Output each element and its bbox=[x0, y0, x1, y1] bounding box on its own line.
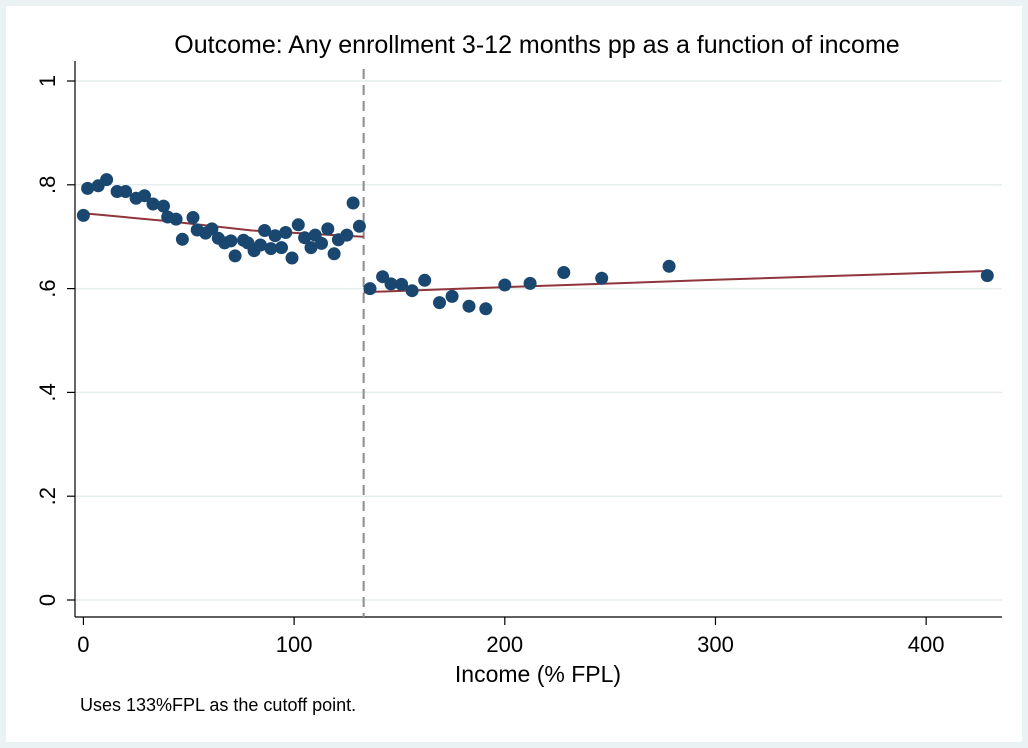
data-point bbox=[462, 299, 476, 313]
chart-note: Uses 133%FPL as the cutoff point. bbox=[80, 695, 356, 715]
y-tick-label: .8 bbox=[35, 176, 60, 194]
data-point bbox=[384, 277, 398, 291]
data-point bbox=[395, 277, 409, 291]
data-point bbox=[146, 197, 160, 211]
data-point bbox=[595, 271, 609, 285]
data-point bbox=[315, 236, 328, 250]
data-point bbox=[169, 212, 183, 226]
data-point bbox=[138, 189, 151, 203]
scatter-chart: Outcome: Any enrollment 3-12 months pp a… bbox=[35, 31, 1002, 715]
data-point bbox=[258, 224, 272, 237]
data-point bbox=[157, 199, 170, 213]
x-tick-label: 100 bbox=[276, 632, 313, 657]
data-point bbox=[340, 228, 354, 242]
axes bbox=[74, 61, 1002, 618]
data-point bbox=[228, 249, 242, 263]
y-tick-label: 1 bbox=[35, 75, 60, 87]
data-point bbox=[557, 266, 571, 279]
data-point bbox=[418, 273, 432, 287]
data-point bbox=[321, 222, 335, 236]
data-point bbox=[100, 173, 114, 187]
data-point bbox=[327, 247, 341, 261]
data-point bbox=[291, 218, 305, 232]
data-point bbox=[405, 284, 419, 298]
data-point bbox=[264, 242, 278, 256]
data-point bbox=[175, 232, 189, 246]
x-tick-label: 0 bbox=[77, 632, 89, 657]
y-tick-label: 0 bbox=[35, 594, 60, 606]
fit-line bbox=[83, 212, 364, 238]
data-point bbox=[275, 241, 288, 255]
y-tick-label: .6 bbox=[35, 279, 60, 297]
data-point bbox=[346, 196, 360, 210]
data-point bbox=[253, 238, 267, 252]
data-point bbox=[980, 269, 994, 283]
tick-marks bbox=[67, 80, 927, 625]
x-tick-label: 400 bbox=[908, 632, 945, 657]
y-tick-label: .4 bbox=[35, 383, 60, 401]
data-point bbox=[523, 276, 537, 290]
data-point bbox=[81, 181, 95, 195]
data-point bbox=[119, 185, 133, 198]
x-tick-label: 200 bbox=[486, 632, 523, 657]
data-point bbox=[298, 231, 312, 245]
data-point bbox=[76, 208, 90, 222]
data-points bbox=[76, 173, 994, 316]
data-point bbox=[285, 251, 299, 265]
grid-lines bbox=[75, 80, 1002, 601]
data-point bbox=[352, 219, 366, 233]
data-point bbox=[498, 278, 512, 292]
x-tick-label: 300 bbox=[697, 632, 734, 657]
data-point bbox=[268, 229, 282, 243]
chart-title: Outcome: Any enrollment 3-12 months pp a… bbox=[174, 31, 899, 59]
data-point bbox=[186, 211, 200, 224]
data-point bbox=[433, 296, 446, 310]
data-point bbox=[205, 222, 219, 236]
data-point bbox=[224, 234, 238, 248]
data-point bbox=[662, 259, 676, 273]
x-axis-title: Income (% FPL) bbox=[455, 661, 621, 687]
data-point bbox=[279, 226, 293, 239]
chart-frame: Outcome: Any enrollment 3-12 months pp a… bbox=[6, 6, 1022, 742]
data-point bbox=[363, 282, 377, 296]
data-point bbox=[304, 241, 318, 255]
y-tick-label: .2 bbox=[35, 487, 60, 505]
data-point bbox=[445, 289, 459, 303]
data-point bbox=[479, 302, 493, 316]
